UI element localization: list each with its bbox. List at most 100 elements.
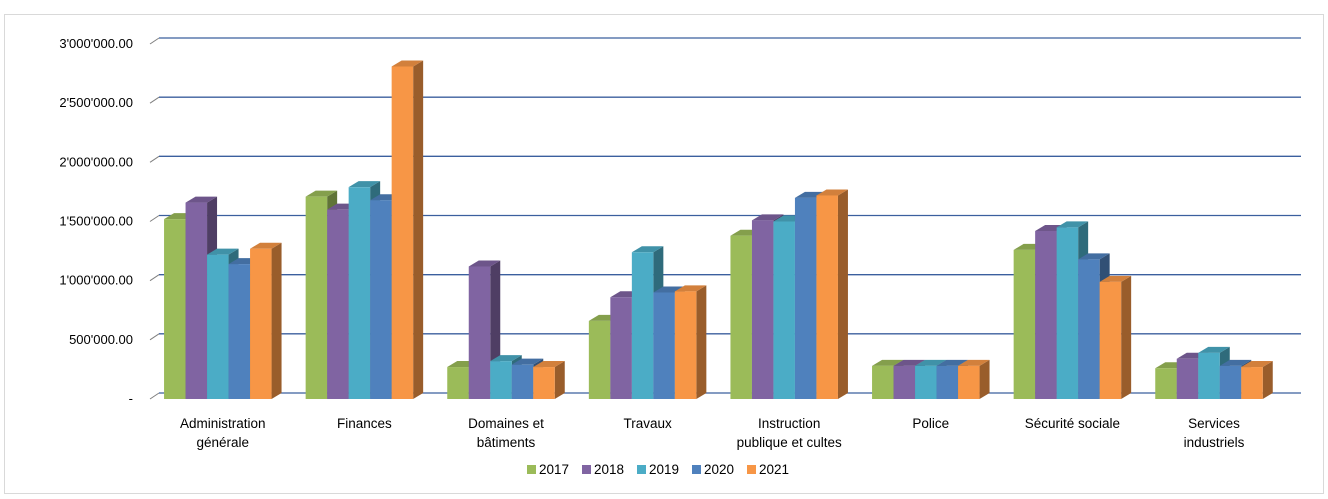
x-category-label: Finances — [337, 416, 392, 431]
bar-front — [228, 264, 251, 399]
bar-side — [837, 189, 848, 399]
legend-label: 2021 — [759, 462, 789, 477]
bar-front — [893, 365, 916, 399]
bar-top — [631, 246, 664, 253]
bar-front — [915, 365, 937, 399]
bar-front — [751, 220, 774, 399]
bar-front — [207, 254, 229, 399]
chart-svg: - 500'000.00 1'000'000.00 1'500'000.00 2'000… — [59, 36, 1301, 477]
bar-front — [674, 291, 697, 399]
bar-top — [1241, 361, 1273, 368]
bar-front — [816, 195, 838, 399]
x-category-label: Administration générale — [180, 416, 266, 450]
y-tick-label: 2'500'000.00 — [59, 95, 133, 110]
bar-front — [1078, 259, 1100, 399]
bar-front — [1099, 281, 1122, 399]
bar-front — [511, 364, 534, 399]
bar-front — [1219, 365, 1242, 399]
bar-2021-4 — [816, 189, 848, 399]
bar-front — [305, 196, 328, 399]
bar-front — [468, 266, 491, 399]
legend-label: 2019 — [649, 462, 679, 477]
bar-layer — [164, 60, 1273, 399]
gridline-depth-6 — [149, 37, 160, 45]
bar-side — [554, 361, 565, 399]
bar-top — [1078, 253, 1110, 260]
legend-item-2020: 2020 — [692, 462, 734, 477]
bar-2021-1 — [391, 60, 424, 399]
bar-front — [250, 248, 272, 399]
bar-front — [872, 365, 894, 399]
bar-top — [391, 60, 424, 67]
legend-label: 2020 — [704, 462, 734, 477]
bar-front — [1013, 249, 1036, 399]
x-category-label-line: Administration — [180, 416, 266, 431]
x-category-label-line: Services — [1188, 416, 1240, 431]
bar-front — [1241, 367, 1263, 399]
bar-front — [730, 235, 752, 399]
y-tick-label: 2'000'000.00 — [59, 154, 133, 169]
legend-swatch — [692, 465, 701, 474]
bar-top — [511, 358, 544, 365]
y-tick-label: 1'500'000.00 — [59, 214, 133, 229]
bar-front — [631, 252, 654, 399]
x-category-label-line: Sécurité sociale — [1025, 416, 1120, 431]
bar-2021-3 — [674, 285, 707, 399]
legend-swatch — [527, 465, 536, 474]
bar-front — [1056, 227, 1079, 399]
chart-frame: - 500'000.00 1'000'000.00 1'500'000.00 2'000… — [4, 14, 1324, 494]
bar-top — [674, 285, 707, 292]
bar-front — [1198, 352, 1220, 399]
gridline-depth-3 — [149, 215, 160, 222]
x-category-label: Travaux — [623, 416, 672, 431]
bar-front — [1155, 368, 1177, 399]
bar-2021-6 — [1099, 275, 1132, 399]
bar-top — [185, 196, 218, 203]
bar-front — [794, 197, 817, 399]
x-category-label-line: publique et cultes — [737, 435, 842, 450]
x-category-label: Sécurité sociale — [1025, 416, 1120, 431]
x-category-label-line: Travaux — [623, 416, 672, 431]
bar-front — [370, 200, 392, 399]
bar-top — [958, 359, 990, 366]
bar-front — [533, 367, 555, 399]
x-category-label: Instruction publique et cultes — [737, 416, 842, 450]
bar-2019-7 — [1198, 346, 1230, 399]
bar-front — [653, 292, 675, 399]
x-category-label-line: Finances — [337, 416, 392, 431]
legend-swatch — [637, 465, 646, 474]
legend-label: 2018 — [594, 462, 624, 477]
bar-2021-2 — [533, 361, 565, 399]
bar-front — [1176, 358, 1199, 399]
bar-front — [958, 365, 980, 399]
bar-top — [1219, 359, 1252, 366]
bar-side — [413, 60, 424, 399]
x-category-label-line: Police — [912, 416, 949, 431]
bar-2021-7 — [1241, 361, 1273, 399]
bar-front — [164, 219, 186, 399]
bar-front — [348, 187, 371, 399]
bar-top — [893, 359, 926, 366]
y-tick-label: 3'000'000.00 — [59, 36, 133, 51]
bar-top — [1099, 275, 1132, 282]
bar-top — [936, 359, 969, 366]
bar-front — [610, 297, 632, 399]
legend-item-2018: 2018 — [582, 462, 624, 477]
bar-top — [751, 214, 784, 221]
x-category-label: Police — [912, 416, 949, 431]
legend-item-2019: 2019 — [637, 462, 679, 477]
bar-top — [533, 361, 565, 368]
x-category-label: Domaines et bâtiments — [468, 416, 544, 450]
x-category-label-line: générale — [197, 435, 250, 450]
bar-side — [696, 285, 707, 399]
bar-front — [391, 66, 414, 399]
bar-side — [271, 242, 282, 399]
bar-top — [816, 189, 848, 196]
y-axis-tick-labels: - 500'000.00 1'000'000.00 1'500'000.00 2'000… — [59, 36, 133, 406]
bar-top — [872, 359, 904, 366]
y-tick-label: 1'000'000.00 — [59, 273, 133, 288]
x-category-label-line: Domaines et — [468, 416, 544, 431]
legend-swatch — [582, 465, 591, 474]
bar-side — [1262, 361, 1273, 399]
gridline-depth-1 — [149, 333, 160, 341]
